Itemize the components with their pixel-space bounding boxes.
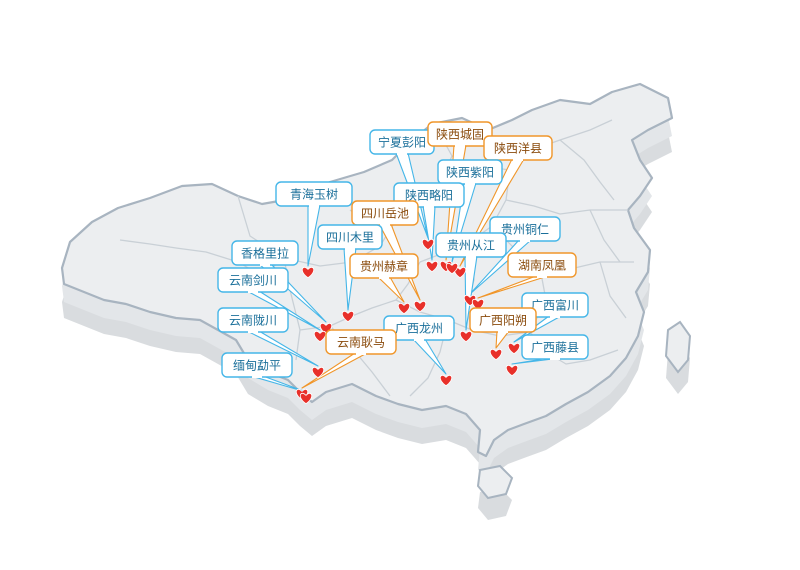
callout-label: 云南剑川 <box>229 273 277 288</box>
marker-sichuan-muli <box>341 310 355 323</box>
marker-hunan-fenghuang <box>471 298 485 311</box>
marker-shaanxi-yangxian <box>453 266 467 279</box>
callout-seam <box>345 247 355 250</box>
callout-guizhou-congjiang[interactable]: 贵州从江 <box>435 232 507 258</box>
callout-xianggelila[interactable]: 香格里拉 <box>231 240 299 266</box>
callout-seam <box>248 290 258 293</box>
province-border <box>505 199 628 215</box>
taiwan-island <box>664 320 692 374</box>
callout-label: 云南耿马 <box>337 335 385 350</box>
marker-ningxia-pengyang <box>421 238 435 251</box>
callout-seam <box>550 357 560 360</box>
province-border <box>559 139 615 201</box>
callout-sichuan-muli[interactable]: 四川木里 <box>317 224 383 250</box>
callout-guangxi-fuchuan[interactable]: 广西富川 <box>521 292 589 318</box>
marker-guangxi-fuchuan <box>507 342 521 355</box>
callout-label: 陕西略阳 <box>405 188 453 203</box>
callout-label: 陕西紫阳 <box>446 165 494 180</box>
callout-seam <box>424 205 434 208</box>
callout-shaanxi-yangxian[interactable]: 陕西洋县 <box>483 135 553 161</box>
callout-label: 广西阳朔 <box>479 313 527 328</box>
callout-seam <box>260 263 270 266</box>
marker-guangxi-yangshuo <box>489 348 503 361</box>
callout-label: 湖南凤凰 <box>518 258 566 273</box>
province-border <box>599 261 627 319</box>
province-border <box>119 239 177 249</box>
callout-label: 贵州赫章 <box>360 259 408 274</box>
callout-hunan-fenghuang[interactable]: 湖南凤凰 <box>507 252 577 278</box>
callout-sichuan-yuechi[interactable]: 四川岳池 <box>351 200 419 226</box>
callout-seam <box>414 338 424 341</box>
callout-label: 贵州铜仁 <box>501 222 549 237</box>
callout-seam <box>379 276 389 279</box>
marker-shaanxi-ziyang <box>445 262 459 275</box>
callout-guizhou-hezhang[interactable]: 贵州赫章 <box>349 253 419 279</box>
callout-myanmar-mengping[interactable]: 缅甸勐平 <box>221 352 293 378</box>
marker-myanmar-mengping <box>299 392 313 405</box>
marker-guizhou-congjiang <box>459 330 473 343</box>
marker-guangxi-longzhou <box>439 374 453 387</box>
callout-yunnan-jianchuan[interactable]: 云南剑川 <box>217 267 289 293</box>
callout-seam <box>537 275 547 278</box>
location-markers <box>295 238 521 405</box>
callout-seam <box>356 352 366 355</box>
callout-seam <box>380 223 390 226</box>
callout-seam <box>252 375 262 378</box>
marker-qinghai-yushu <box>301 266 315 279</box>
callout-label: 陕西城固 <box>436 127 484 142</box>
marker-guizhou-hezhang <box>397 302 411 315</box>
callout-shaanxi-ziyang[interactable]: 陕西紫阳 <box>437 159 503 185</box>
callout-shaanxi-chenggu[interactable]: 陕西城固 <box>427 121 493 147</box>
hainan-island <box>476 464 514 500</box>
callout-ningxia-pengyang[interactable]: 宁夏彭阳 <box>369 129 435 155</box>
marker-shaanxi-lueyang <box>425 260 439 273</box>
callout-label: 陕西洋县 <box>494 141 542 156</box>
marker-yunnan-jianchuan <box>313 330 327 343</box>
callout-label: 贵州从江 <box>447 239 495 253</box>
callout-guangxi-longzhou[interactable]: 广西龙州 <box>383 315 455 341</box>
callout-qinghai-yushu[interactable]: 青海玉树 <box>275 181 353 207</box>
callout-seam <box>309 204 319 207</box>
marker-yunnan-longchuan <box>311 366 325 379</box>
callout-label: 香格里拉 <box>241 246 289 261</box>
callout-label: 广西藤县 <box>531 341 579 355</box>
marker-sichuan-yuechi <box>413 300 427 313</box>
callout-seam <box>520 239 530 242</box>
marker-guangxi-tengxian <box>505 364 519 377</box>
callout-seam <box>513 158 523 161</box>
callout-guangxi-tengxian[interactable]: 广西藤县 <box>521 334 589 360</box>
callout-label: 云南陇川 <box>229 313 277 328</box>
callout-label: 广西龙州 <box>395 322 443 336</box>
province-border <box>589 209 621 263</box>
callout-label: 四川岳池 <box>361 207 409 221</box>
callout-yunnan-longchuan[interactable]: 云南陇川 <box>217 307 289 333</box>
callout-label: 广西富川 <box>531 298 579 313</box>
callout-guangxi-yangshuo[interactable]: 广西阳朔 <box>469 307 537 333</box>
callout-label: 宁夏彭阳 <box>378 135 426 150</box>
callout-seam <box>465 182 475 185</box>
callout-seam <box>498 330 508 333</box>
callout-seam <box>466 255 476 258</box>
callout-yunnan-gengma[interactable]: 云南耿马 <box>325 329 397 355</box>
callout-seam <box>397 152 407 155</box>
callout-label: 四川木里 <box>326 231 374 245</box>
callout-seam <box>248 330 258 333</box>
callout-guizhou-tongren[interactable]: 贵州铜仁 <box>489 216 561 242</box>
callout-label: 缅甸勐平 <box>233 359 281 373</box>
callout-label: 青海玉树 <box>290 187 338 202</box>
callout-seam <box>455 144 465 147</box>
callout-seam <box>550 315 560 318</box>
